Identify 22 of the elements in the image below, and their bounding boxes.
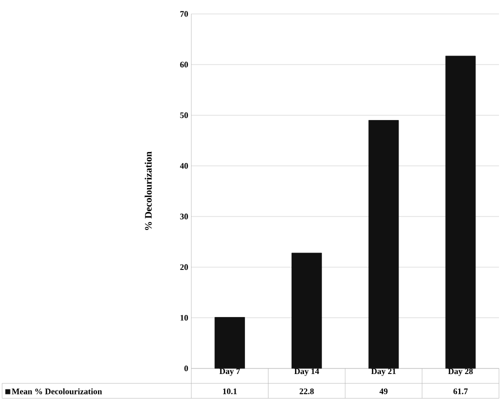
y-tick-label: 60 [180,62,188,68]
y-tick-label: 20 [180,264,188,270]
bar [368,120,399,369]
bar [214,316,245,369]
x-tick-label: Day 28 [448,368,473,376]
y-tick-label: 70 [180,10,188,17]
bar [292,252,322,369]
y-tick-label: 30 [180,214,188,220]
y-tick-label: 40 [180,162,188,169]
x-tick-label: Day 21 [371,368,396,376]
x-tick-label: Day 14 [294,368,320,376]
y-tick-label: 50 [180,112,188,118]
y-axis-title: % Decolourization [144,151,152,230]
legend-label: Mean % Decolourization [12,388,102,394]
bar [445,56,476,369]
data-label: 61.7 [453,388,468,394]
data-label: 22.8 [300,388,314,394]
data-label: 49 [380,388,388,394]
y-tick-label: 10 [180,314,188,321]
data-label: 10.1 [223,388,237,394]
y-tick-label: 0 [184,365,188,372]
x-tick-label: Day 7 [220,368,240,376]
